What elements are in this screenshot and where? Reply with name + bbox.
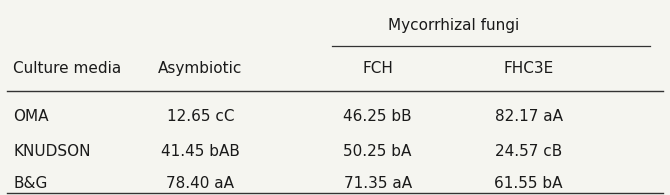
- Text: 12.65 cC: 12.65 cC: [167, 109, 234, 124]
- Text: Culture media: Culture media: [13, 61, 121, 76]
- Text: FCH: FCH: [362, 61, 393, 76]
- Text: Mycorrhizal fungi: Mycorrhizal fungi: [387, 18, 519, 33]
- Text: 41.45 bAB: 41.45 bAB: [161, 144, 240, 159]
- Text: KNUDSON: KNUDSON: [13, 144, 90, 159]
- Text: 50.25 bA: 50.25 bA: [344, 144, 412, 159]
- Text: 71.35 aA: 71.35 aA: [344, 176, 412, 191]
- Text: FHC3E: FHC3E: [504, 61, 554, 76]
- Text: B&G: B&G: [13, 176, 48, 191]
- Text: 82.17 aA: 82.17 aA: [494, 109, 563, 124]
- Text: Asymbiotic: Asymbiotic: [158, 61, 243, 76]
- Text: 46.25 bB: 46.25 bB: [343, 109, 412, 124]
- Text: 61.55 bA: 61.55 bA: [494, 176, 563, 191]
- Text: 78.40 aA: 78.40 aA: [166, 176, 234, 191]
- Text: OMA: OMA: [13, 109, 49, 124]
- Text: 24.57 cB: 24.57 cB: [495, 144, 562, 159]
